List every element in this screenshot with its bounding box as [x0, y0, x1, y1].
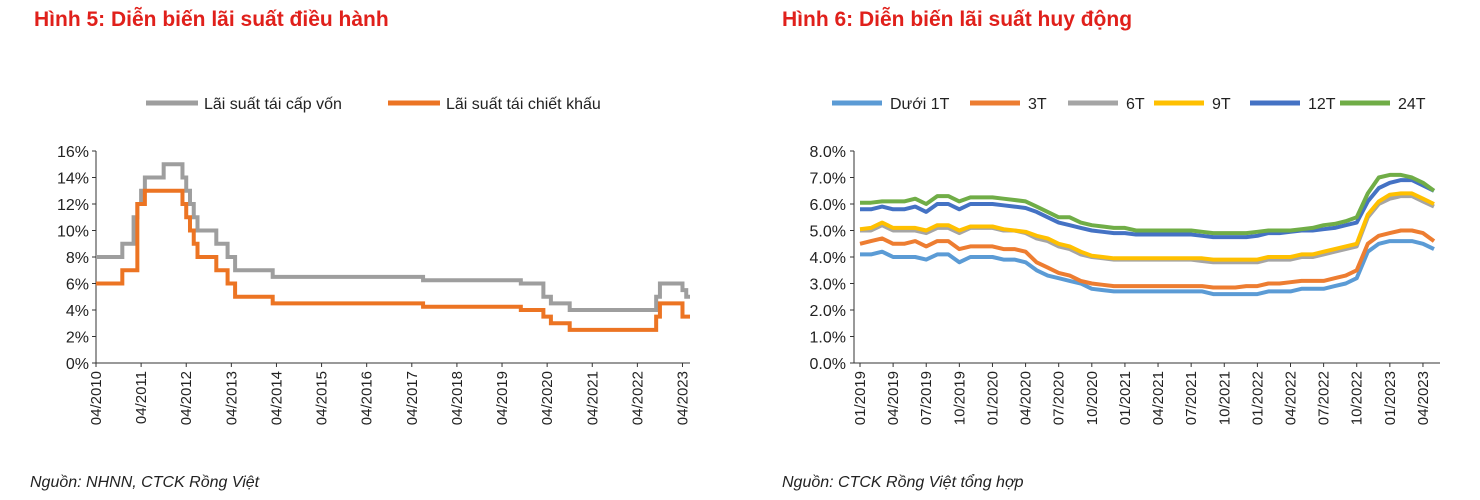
- y-tick-label: 0.0%: [810, 356, 846, 373]
- x-tick-label: 04/2021: [1150, 371, 1167, 425]
- y-tick-label: 1.0%: [810, 330, 846, 347]
- y-tick-label: 5.0%: [810, 224, 846, 241]
- y-tick-label: 16%: [57, 144, 89, 161]
- x-tick-label: 04/2021: [584, 371, 601, 425]
- x-tick-label: 07/2022: [1316, 371, 1333, 425]
- figure-6-panel: Hình 6: Diễn biến lãi suất huy động 0.0%…: [740, 0, 1480, 500]
- x-tick-label: 04/2020: [539, 371, 556, 425]
- y-tick-label: 14%: [57, 171, 89, 188]
- y-tick-label: 4.0%: [810, 250, 846, 267]
- x-tick-label: 07/2020: [1051, 371, 1068, 425]
- series-line-under-1m: [860, 239, 1435, 297]
- figure-5-panel: Hình 5: Diễn biến lãi suất điều hành 0% 2…: [30, 8, 692, 491]
- x-tick-label: 04/2016: [359, 371, 376, 425]
- x-tick-label: 04/2017: [404, 371, 421, 425]
- x-tick-label: 04/2012: [178, 371, 195, 425]
- series-line-discount-rate: [96, 188, 690, 332]
- series-line-12m: [860, 178, 1435, 240]
- series-line-9m: [859, 191, 1435, 262]
- x-tick-label: 10/2019: [951, 371, 968, 425]
- x-tick-label: 10/2021: [1216, 371, 1233, 425]
- legend-label: 12T: [1308, 96, 1336, 113]
- x-tick-label: 01/2020: [984, 371, 1001, 425]
- x-tick-label: 10/2022: [1349, 371, 1366, 425]
- x-tick-label: 04/2018: [449, 371, 466, 425]
- legend-label: 9T: [1212, 96, 1231, 113]
- y-tick-label: 12%: [57, 197, 89, 214]
- x-tick-label: 04/2010: [88, 371, 105, 425]
- figure-6-title: Hình 6: Diễn biến lãi suất huy động: [782, 8, 1133, 31]
- figure-5-source: Nguồn: NHNN, CTCK Rồng Việt: [30, 474, 260, 491]
- legend-label: Lãi suất tái chiết khấu: [446, 96, 601, 113]
- legend-label: Dưới 1T: [890, 96, 950, 113]
- x-tick-label: 04/2023: [674, 371, 691, 425]
- legend-label: Lãi suất tái cấp vốn: [204, 96, 342, 113]
- legend-label: 24T: [1398, 96, 1426, 113]
- y-tick-label: 3.0%: [810, 277, 846, 294]
- y-tick-label: 7.0%: [810, 171, 846, 188]
- x-tick-label: 04/2015: [314, 371, 331, 425]
- x-tick-label: 04/2019: [885, 371, 902, 425]
- figure-5-title: Hình 5: Diễn biến lãi suất điều hành: [34, 8, 389, 31]
- y-tick-label: 4%: [66, 303, 89, 320]
- x-tick-label: 04/2011: [133, 371, 150, 424]
- legend-label: 3T: [1028, 96, 1047, 113]
- figure-6-source: Nguồn: CTCK Rồng Việt tổng hợp: [782, 474, 1024, 491]
- x-tick-label: 07/2021: [1183, 371, 1200, 425]
- y-tick-label: 6.0%: [810, 197, 846, 214]
- series-line-refinancing-rate: [96, 162, 690, 312]
- x-tick-label: 01/2022: [1249, 371, 1266, 425]
- x-tick-label: 04/2019: [494, 371, 511, 425]
- x-tick-label: 07/2019: [918, 371, 935, 425]
- x-tick-label: 01/2023: [1382, 371, 1399, 425]
- x-tick-label: 01/2021: [1117, 371, 1134, 425]
- y-tick-label: 0%: [66, 356, 89, 373]
- x-tick-label: 04/2022: [1283, 371, 1300, 425]
- series-line-3m: [859, 228, 1436, 290]
- policy-rate-chart: 0% 2% 4% 6% 8% 10% 12% 14% 16% 04/2010 04/2011 04/2…: [57, 96, 692, 425]
- x-tick-label: 04/2013: [223, 371, 240, 425]
- y-tick-label: 6%: [66, 277, 89, 294]
- y-tick-label: 2%: [66, 330, 89, 347]
- series-line-24m: [860, 172, 1436, 236]
- x-tick-label: 04/2022: [629, 371, 646, 425]
- y-tick-label: 8%: [66, 250, 89, 267]
- y-tick-label: 2.0%: [810, 303, 846, 320]
- y-tick-label: 10%: [57, 224, 89, 241]
- deposit-rate-chart: 0.0% 1.0% 2.0% 3.0% 4.0% 5.0% 6.0% 7.0% 8.0% 01/2…: [810, 96, 1440, 425]
- x-tick-label: 04/2023: [1415, 371, 1432, 425]
- x-tick-label: 04/2014: [268, 371, 285, 425]
- y-tick-label: 8.0%: [810, 144, 846, 161]
- x-tick-label: 10/2020: [1084, 371, 1101, 425]
- legend-label: 6T: [1126, 96, 1145, 113]
- x-tick-label: 01/2019: [852, 371, 869, 425]
- x-tick-label: 04/2020: [1018, 371, 1035, 425]
